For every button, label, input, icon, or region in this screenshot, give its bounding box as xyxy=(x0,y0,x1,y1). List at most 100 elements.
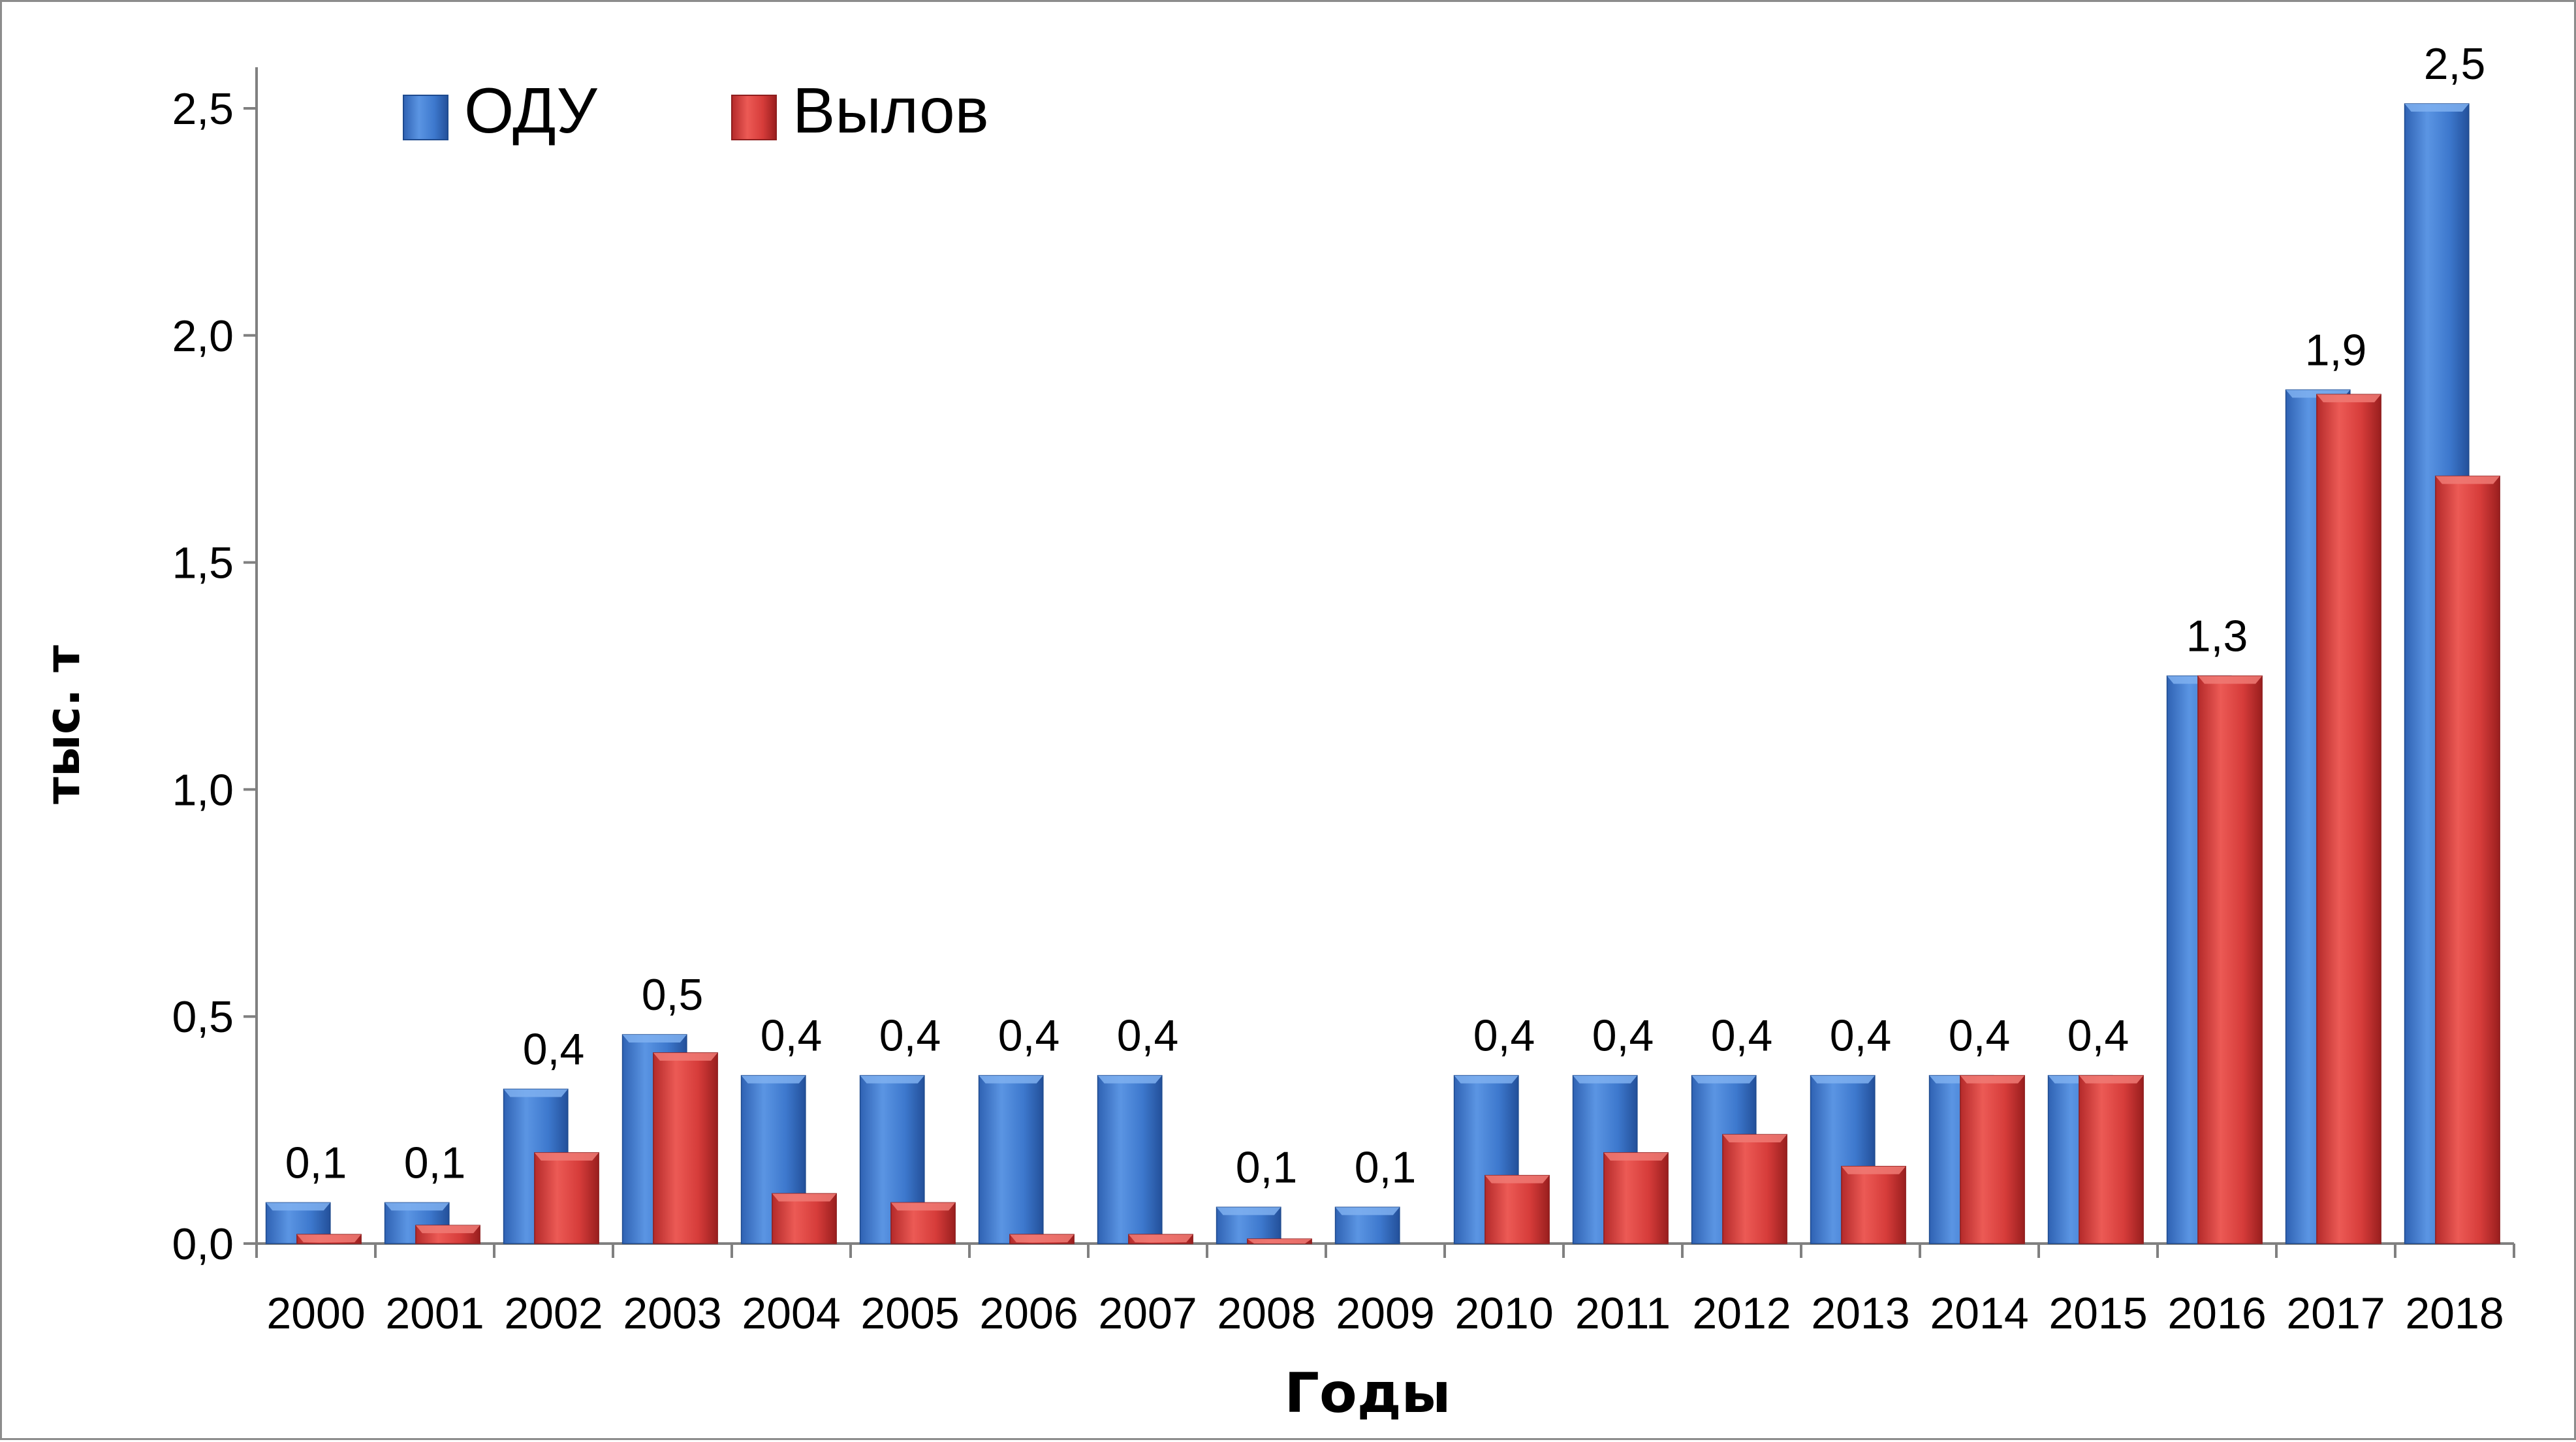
bar-top-bevel-odu xyxy=(503,1089,568,1097)
value-label: 0,4 xyxy=(1711,1011,1773,1061)
bar-catch xyxy=(1722,1134,1787,1244)
y-tick-label: 2,5 xyxy=(172,84,234,134)
bar-top-bevel-catch xyxy=(1960,1075,2025,1084)
bar-top-bevel-odu xyxy=(979,1075,1043,1084)
x-tick-label: 2012 xyxy=(1692,1289,1791,1338)
bar-top-bevel-odu xyxy=(1573,1075,1637,1084)
bar-catch xyxy=(2435,475,2500,1244)
legend-swatch-catch xyxy=(731,95,777,140)
value-label: 0,4 xyxy=(1830,1011,1892,1061)
bar-top-bevel-odu xyxy=(385,1202,449,1211)
x-axis-title: Годы xyxy=(1284,1361,1451,1425)
legend-swatch-odu xyxy=(403,95,448,140)
value-label: 0,4 xyxy=(761,1011,823,1061)
x-tick-label: 2011 xyxy=(1575,1289,1671,1338)
value-label: 0,1 xyxy=(404,1138,466,1187)
x-tick-label: 2000 xyxy=(266,1289,365,1338)
value-label: 0,4 xyxy=(879,1011,941,1061)
value-label: 1,9 xyxy=(2305,325,2367,375)
plot-area: 0,0 0,5 1,0 1,5 2,0 2,5 0,1 2000 0,1 2001 0,4 2002 0… xyxy=(172,39,2515,1338)
bar-top-bevel-catch xyxy=(890,1202,956,1211)
bar-catch xyxy=(1603,1152,1669,1244)
y-tick-label: 0,0 xyxy=(172,1219,234,1269)
bar-top-bevel-catch xyxy=(534,1152,599,1161)
bar-catch xyxy=(2316,394,2381,1244)
value-label: 0,1 xyxy=(1355,1142,1417,1192)
y-axis-title: тыс. т xyxy=(35,645,90,804)
bar-top-bevel-catch xyxy=(1484,1175,1550,1183)
bar-top-bevel-catch xyxy=(2316,394,2381,403)
x-tick-label: 2009 xyxy=(1336,1289,1434,1338)
x-tick-label: 2010 xyxy=(1454,1289,1553,1338)
value-label: 0,1 xyxy=(1236,1142,1298,1192)
x-tick-label: 2003 xyxy=(623,1289,721,1338)
bar-top-bevel-catch xyxy=(1603,1152,1669,1161)
x-tick-label: 2006 xyxy=(979,1289,1078,1338)
legend-label-odu: ОДУ xyxy=(464,74,598,146)
bar-top-bevel-odu xyxy=(1097,1075,1162,1084)
bar-top-bevel-catch xyxy=(1009,1234,1075,1243)
bar-top-bevel-odu xyxy=(741,1075,806,1084)
bar-top-bevel-catch xyxy=(2435,476,2500,484)
x-tick-label: 2008 xyxy=(1217,1289,1315,1338)
bar-catch xyxy=(534,1152,599,1244)
x-tick-label: 2014 xyxy=(1930,1289,2028,1338)
value-label: 0,4 xyxy=(1117,1011,1179,1061)
bar-catch xyxy=(2079,1074,2144,1244)
bar-top-bevel-odu xyxy=(860,1075,924,1084)
x-tick-label: 2017 xyxy=(2286,1289,2385,1338)
x-tick-label: 2013 xyxy=(1811,1289,1909,1338)
x-tick-label: 2004 xyxy=(742,1289,840,1338)
bar-top-bevel-odu xyxy=(1216,1207,1281,1215)
bar-top-bevel-odu xyxy=(2404,104,2469,112)
legend: ОДУ Вылов xyxy=(403,74,989,146)
bar-catch xyxy=(653,1052,718,1244)
y-tick-label: 0,5 xyxy=(172,992,234,1042)
x-tick-label: 2018 xyxy=(2405,1289,2504,1338)
value-label: 0,1 xyxy=(285,1138,347,1187)
value-label: 0,4 xyxy=(523,1024,585,1074)
x-tick-label: 2015 xyxy=(2049,1289,2147,1338)
bar-catch xyxy=(1484,1174,1550,1244)
legend-label-catch: Вылов xyxy=(793,74,989,146)
x-tick-label: 2016 xyxy=(2167,1289,2266,1338)
bar-top-bevel-catch xyxy=(1722,1135,1787,1143)
value-label: 0,5 xyxy=(642,970,704,1020)
x-tick-label: 2005 xyxy=(860,1289,959,1338)
x-tick-label: 2007 xyxy=(1098,1289,1197,1338)
bar-top-bevel-odu xyxy=(1810,1075,1875,1084)
bar-top-bevel-catch xyxy=(2079,1075,2144,1084)
bar-top-bevel-catch xyxy=(2197,676,2263,684)
bar-top-bevel-odu xyxy=(622,1035,687,1043)
bar-top-bevel-catch xyxy=(296,1234,362,1243)
bar-top-bevel-odu xyxy=(1691,1075,1756,1084)
bar-top-bevel-catch xyxy=(1128,1234,1193,1243)
bar-top-bevel-catch xyxy=(772,1193,837,1202)
bar-catch xyxy=(1841,1165,1906,1244)
bar-top-bevel-catch xyxy=(1841,1166,1906,1174)
bar-catch xyxy=(1960,1074,2025,1244)
value-label: 0,4 xyxy=(1592,1011,1654,1061)
y-tick-label: 2,0 xyxy=(172,311,234,361)
bar-top-bevel-odu xyxy=(1454,1075,1518,1084)
bar-top-bevel-catch xyxy=(1247,1239,1312,1244)
value-label: 2,5 xyxy=(2424,39,2486,89)
bar-odu xyxy=(1097,1074,1163,1244)
value-label: 1,3 xyxy=(2186,612,2248,661)
bar-odu xyxy=(978,1074,1044,1244)
value-label: 0,4 xyxy=(1949,1011,2011,1061)
value-label: 0,4 xyxy=(2067,1011,2129,1061)
bar-top-bevel-catch xyxy=(653,1052,718,1061)
y-tick-label: 1,5 xyxy=(172,539,234,588)
bar-catch xyxy=(2197,675,2263,1244)
bar-top-bevel-odu xyxy=(266,1202,330,1211)
x-tick-label: 2001 xyxy=(385,1289,484,1338)
value-label: 0,4 xyxy=(998,1011,1060,1061)
bar-top-bevel-odu xyxy=(1335,1207,1400,1215)
bar-top-bevel-catch xyxy=(415,1225,480,1234)
y-tick-label: 1,0 xyxy=(172,765,234,815)
value-label: 0,4 xyxy=(1473,1011,1535,1061)
bar-catch xyxy=(772,1193,837,1244)
